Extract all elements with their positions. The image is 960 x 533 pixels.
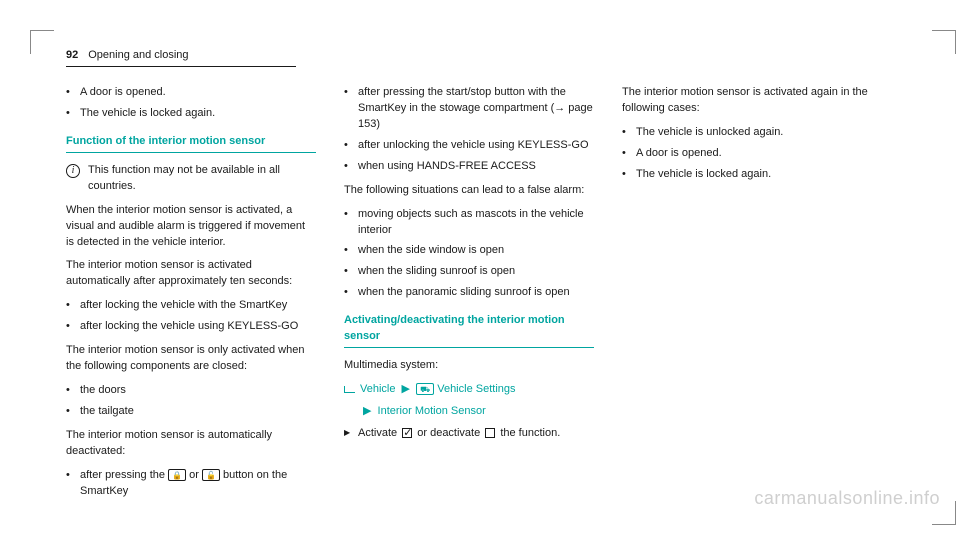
page-number: 92 xyxy=(66,48,78,64)
action-step: Activate or deactivate the function. xyxy=(344,426,594,442)
chevron-icon: ▶ xyxy=(363,405,371,417)
bullet-list: after locking the vehicle with the Smart… xyxy=(66,298,316,335)
info-icon: i xyxy=(66,164,80,178)
crop-mark-tr xyxy=(932,30,956,54)
body-text: The following situations can lead to a f… xyxy=(344,183,594,199)
checkbox-on-icon xyxy=(402,428,412,438)
section-heading: Activating/deactivating the interior mot… xyxy=(344,313,594,348)
list-item: A door is opened. xyxy=(66,85,316,101)
body-text: The interior motion sensor is activated … xyxy=(622,85,872,117)
body-text: The interior motion sensor is automatica… xyxy=(66,428,316,460)
list-item: after locking the vehicle using KEYLESS-… xyxy=(66,319,316,335)
list-item: The vehicle is unlocked again. xyxy=(622,125,872,141)
list-item: the doors xyxy=(66,383,316,399)
info-note: i This function may not be available in … xyxy=(66,163,316,195)
menu-item: Interior Motion Sensor xyxy=(378,405,486,417)
list-item: after pressing the start/stop button wit… xyxy=(344,85,594,133)
body-text: The interior motion sensor is activated … xyxy=(66,258,316,290)
menu-path-continued: ▶ Interior Motion Sensor xyxy=(344,404,594,420)
text-fragment: after pressing the xyxy=(80,469,168,481)
bullet-list: after pressing the start/stop button wit… xyxy=(344,85,594,175)
bullet-list: after pressing the 🔒 or 🔓 button on the … xyxy=(66,468,316,500)
unlock-icon: 🔓 xyxy=(202,469,220,481)
body-text: When the interior motion sensor is activ… xyxy=(66,203,316,251)
text-fragment: or deactivate xyxy=(414,427,483,439)
menu-item: Vehicle Settings xyxy=(437,383,515,395)
list-item: A door is opened. xyxy=(622,146,872,162)
menu-item: Vehicle xyxy=(360,383,395,395)
menu-path: Vehicle ▶ ⛟ Vehicle Settings xyxy=(344,382,594,398)
page-header: 92 Opening and closing xyxy=(66,48,296,67)
lock-icon: 🔒 xyxy=(168,469,186,481)
list-item: The vehicle is locked again. xyxy=(622,167,872,183)
list-item: when the side window is open xyxy=(344,243,594,259)
text-fragment: the function. xyxy=(497,427,560,439)
list-item: after pressing the 🔒 or 🔓 button on the … xyxy=(66,468,316,500)
bullet-list: the doors the tailgate xyxy=(66,383,316,420)
info-text: This function may not be available in al… xyxy=(88,163,316,195)
body-text: The interior motion sensor is only activ… xyxy=(66,343,316,375)
column-2: after pressing the start/stop button wit… xyxy=(344,85,594,508)
bullet-list: The vehicle is unlocked again. A door is… xyxy=(622,125,872,183)
list-item: after locking the vehicle with the Smart… xyxy=(66,298,316,314)
car-icon: ⛟ xyxy=(416,383,434,395)
section-heading: Function of the interior motion sensor xyxy=(66,134,316,153)
text-fragment: or xyxy=(186,469,202,481)
section-name: Opening and closing xyxy=(88,48,188,64)
bullet-list: moving objects such as mascots in the ve… xyxy=(344,207,594,302)
watermark-text: carmanualsonline.info xyxy=(754,485,940,511)
crop-mark-tl xyxy=(30,30,54,54)
list-item: the tailgate xyxy=(66,404,316,420)
list-item: The vehicle is locked again. xyxy=(66,106,316,122)
body-text: Multimedia system: xyxy=(344,358,594,374)
column-3: The interior motion sensor is activated … xyxy=(622,85,872,508)
list-item: when the sliding sunroof is open xyxy=(344,264,594,280)
column-1: A door is opened. The vehicle is locked … xyxy=(66,85,316,508)
list-item: after unlocking the vehicle using KEYLES… xyxy=(344,138,594,154)
list-item: moving objects such as mascots in the ve… xyxy=(344,207,594,239)
checkbox-off-icon xyxy=(485,428,495,438)
list-item: when using HANDS-FREE ACCESS xyxy=(344,159,594,175)
bullet-list: A door is opened. The vehicle is locked … xyxy=(66,85,316,122)
page-content: 92 Opening and closing A door is opened.… xyxy=(0,0,960,533)
list-item: when the panoramic sliding sunroof is op… xyxy=(344,285,594,301)
text-fragment: Activate xyxy=(358,427,400,439)
content-columns: A door is opened. The vehicle is locked … xyxy=(66,85,894,508)
chevron-icon: ▶ xyxy=(402,383,410,395)
